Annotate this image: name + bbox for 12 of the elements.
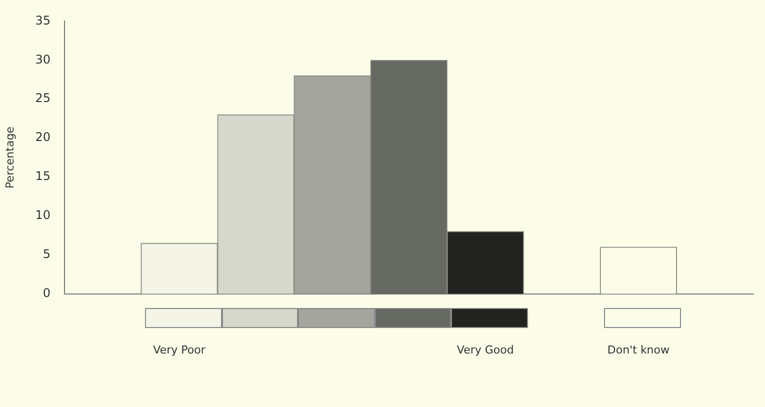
y-tick-label: 15 [35, 169, 50, 184]
y-tick-label: 5 [42, 246, 50, 261]
y-tick-label: 10 [35, 208, 50, 222]
y-tick-label: 35 [35, 13, 50, 28]
y-tick-label: 20 [35, 130, 50, 144]
y-tick-label: 30 [35, 52, 50, 66]
y-axis-title: Percentage [3, 126, 16, 188]
x-tick-label: Very Poor [153, 343, 206, 356]
y-tick-label: 0 [42, 286, 50, 300]
x-tick-label: Very Good [456, 343, 514, 356]
x-tick-label: Don't know [607, 343, 670, 356]
y-tick-label: 25 [35, 91, 50, 106]
